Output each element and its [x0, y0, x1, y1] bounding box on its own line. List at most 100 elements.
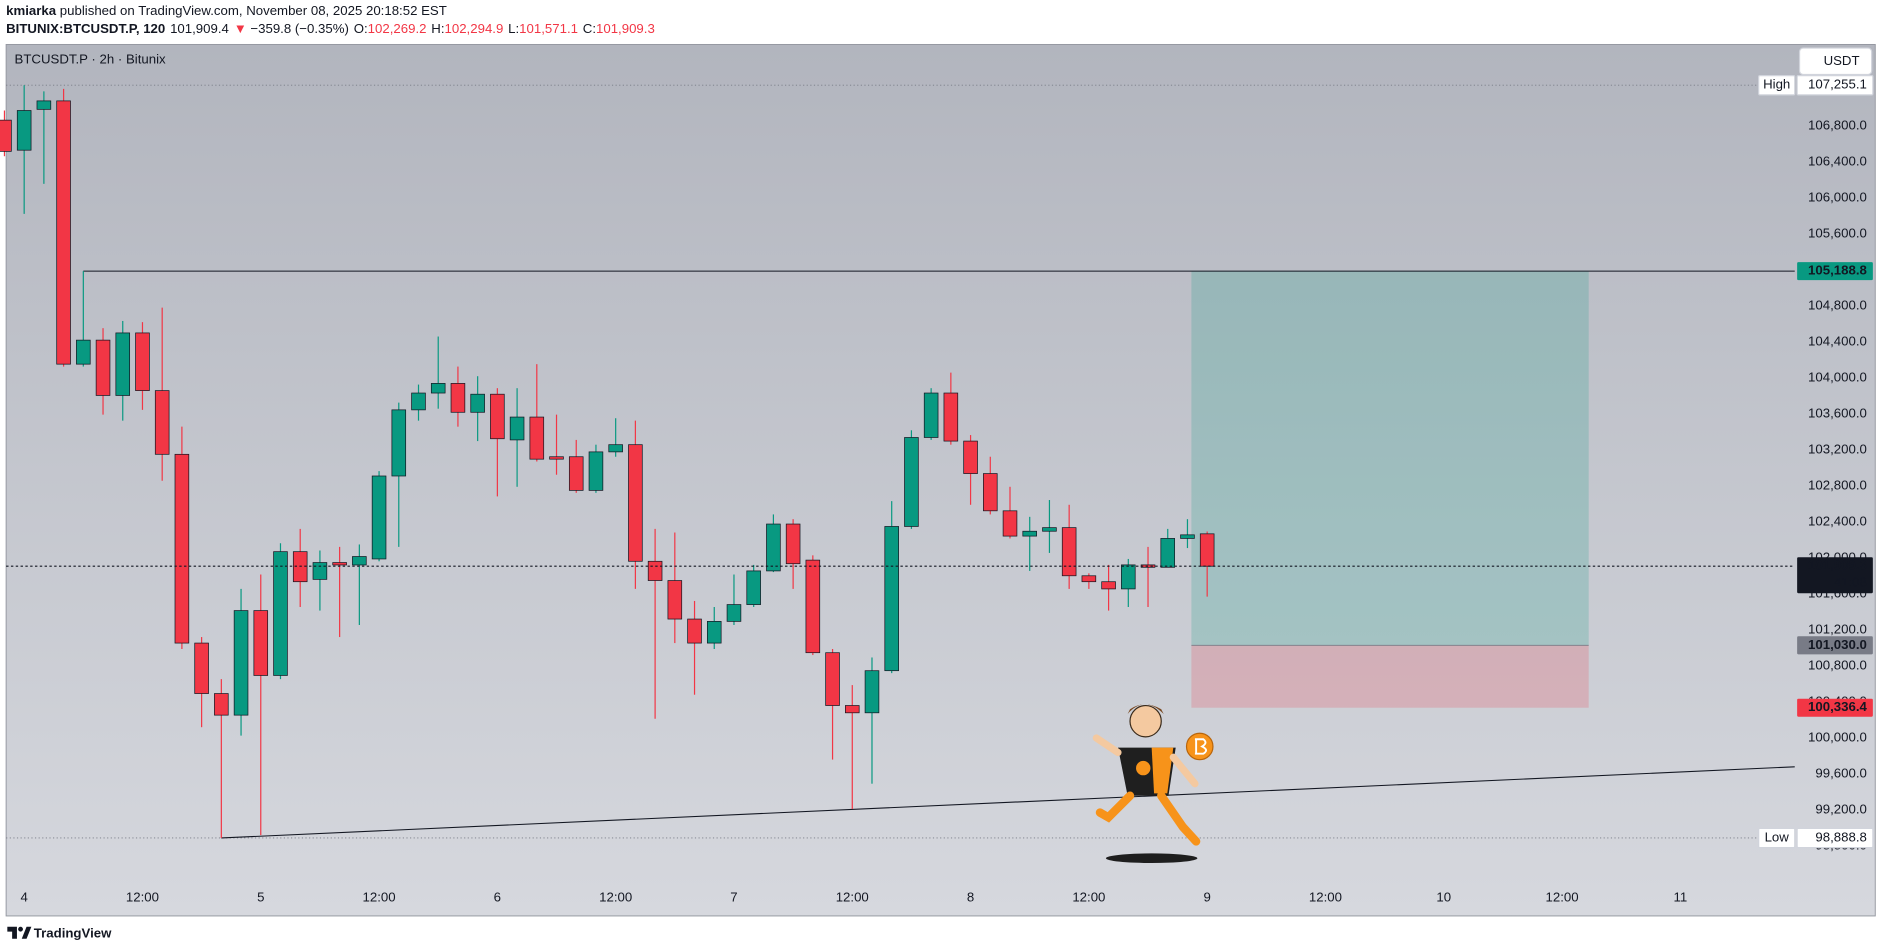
x-tick-label: 7 [730, 889, 737, 904]
candle-body [884, 526, 899, 672]
ohlc-value: 102,294.9 [445, 20, 504, 35]
mascot-shadow [1105, 853, 1198, 864]
candle-body [825, 652, 840, 706]
author: kmiarka [6, 2, 57, 17]
y-tick-label: 99,600.0 [1815, 765, 1866, 780]
mascot-arm [1169, 753, 1199, 788]
bitcoin-symbol [1194, 738, 1208, 755]
candle-body [726, 604, 742, 622]
extreme-name: Low [1765, 829, 1790, 844]
x-tick-label: 12:00 [363, 889, 396, 904]
candle-body [1121, 564, 1136, 590]
ohlc-key: O: [354, 20, 368, 35]
publish-line: kmiarka published on TradingView.com, No… [6, 2, 447, 17]
candle-body [0, 119, 12, 152]
candle-body [411, 392, 426, 411]
extreme-value: 98,888.8 [1815, 829, 1866, 844]
x-tick-label: 12:00 [1546, 889, 1579, 904]
y-tick-label: 106,400.0 [1808, 154, 1867, 169]
candle-body [568, 456, 584, 491]
mascot-leg [1157, 791, 1201, 846]
candle-body [706, 621, 722, 644]
candle-body [95, 339, 111, 396]
stop-box [1797, 698, 1873, 717]
candle-body [746, 570, 761, 605]
candle-body [588, 451, 604, 491]
overlay: 105,188.8 101,030.0 100,336.4 101,909.3 41:0… [1758, 75, 1874, 849]
candle-body [56, 100, 71, 365]
candle-body [233, 610, 249, 716]
x-tick-label: 4 [20, 889, 27, 904]
currency-button[interactable] [1798, 47, 1873, 76]
candle-body [194, 642, 209, 694]
ohlc-key: C: [583, 20, 596, 35]
entry-box [1797, 636, 1873, 655]
y-tick-label: 105,600.0 [1808, 226, 1867, 241]
candle-body [1042, 527, 1057, 532]
target-zone [1191, 271, 1589, 646]
stop-label: 100,336.4 [1808, 699, 1867, 714]
target-label: 105,188.8 [1808, 263, 1867, 278]
x-tick-label: 9 [1203, 889, 1210, 904]
candle-body [509, 416, 525, 441]
extreme-name-box [1758, 827, 1796, 849]
candle-body [371, 475, 387, 560]
y-tick-label: 106,800.0 [1808, 118, 1867, 133]
x-tick-label: 10 [1436, 889, 1451, 904]
brand: TradingView [34, 925, 112, 940]
extreme-name-box [1758, 75, 1796, 96]
candle-body [943, 392, 959, 442]
candle-body [391, 409, 407, 477]
logo-mark [21, 926, 32, 939]
candle-body [332, 562, 347, 566]
entry-label: 101,030.0 [1808, 637, 1867, 652]
candle-body [273, 551, 288, 676]
mascot-badge [1136, 760, 1151, 776]
published: published on TradingView.com, November 0… [60, 2, 447, 17]
last-price-box [1797, 557, 1873, 594]
y-tick-label: 104,800.0 [1808, 298, 1867, 313]
y-tick-label: 102,800.0 [1808, 478, 1867, 493]
candle-body [174, 453, 190, 644]
logo-mark [18, 926, 23, 932]
y-tick-label: 101,200.0 [1808, 622, 1867, 637]
candle-body [312, 562, 328, 580]
candle-body [983, 473, 998, 512]
y-tick-label: 104,400.0 [1808, 334, 1867, 349]
candle-body [1061, 527, 1077, 577]
ohlc-value: 102,269.2 [368, 20, 427, 35]
candle-body [1160, 538, 1176, 568]
chart-title: BTCUSDT.P · 2h · Bitunix [15, 52, 166, 67]
candle-body [628, 444, 643, 562]
last-price-countdown: 41:08 [1834, 575, 1867, 590]
candle-body [352, 556, 367, 566]
candle-body [529, 416, 545, 460]
candle-body [1199, 533, 1215, 567]
brand-logo [7, 926, 32, 939]
candle-body [1022, 530, 1037, 537]
candle-body [667, 580, 683, 620]
y-tick-label: 100,800.0 [1808, 658, 1867, 673]
candle-body [16, 110, 32, 151]
trendline [221, 766, 1795, 839]
mascot-hair [1127, 704, 1164, 714]
arrow: ▼ [234, 20, 247, 35]
x-tick-label: 6 [494, 889, 501, 904]
candle-body [1002, 510, 1018, 537]
candle-body [115, 332, 131, 396]
candle-body [608, 444, 623, 453]
candle-body [687, 618, 702, 644]
y-tick-label: 99,200.0 [1815, 801, 1866, 816]
candle-body [1081, 575, 1097, 583]
candle-body [470, 393, 485, 413]
candle-body [490, 393, 505, 440]
target-box [1797, 262, 1873, 281]
extreme-value-box [1796, 827, 1874, 849]
quote-line: BITUNIX:BTCUSDT.P, 120 101,909.4 ▼ −359.8 (… [6, 20, 655, 35]
y-tick-label: 104,000.0 [1808, 370, 1867, 385]
y-tick-label: 103,200.0 [1808, 442, 1867, 457]
last-price-label: 101,909.3 [1808, 558, 1867, 573]
currency-label: USDT [1824, 53, 1860, 68]
candle-body [549, 456, 564, 460]
